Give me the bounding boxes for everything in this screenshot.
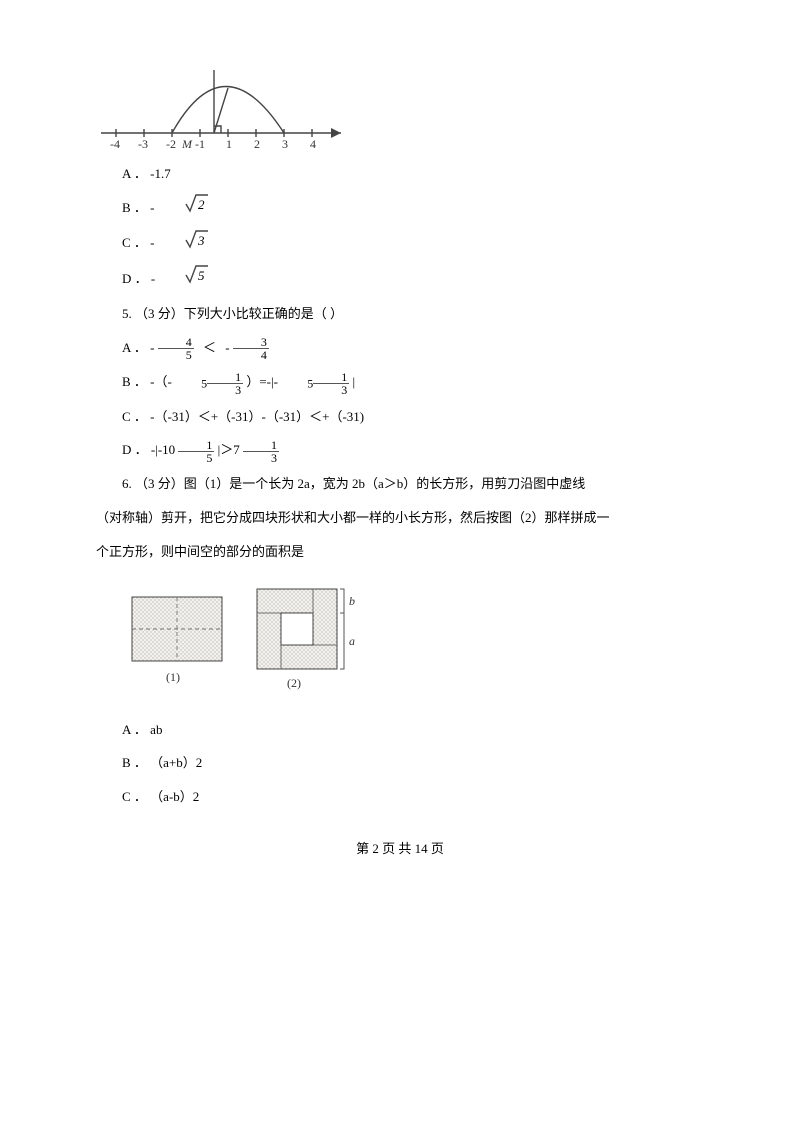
svg-text:5: 5 [198,268,205,283]
option-text: -1.7 [150,166,171,181]
option-prefix: - [150,235,158,250]
option-label: C ． [122,409,147,424]
expr-mid: |＞7 [218,442,243,457]
q5-option-b: B ． -（- 513 ）=-|- 513 | [96,365,704,400]
sign-rhs: - [225,340,229,355]
option-text: -（-31）＜+（-31）-（-31）＜+（-31) [150,409,364,424]
q6-option-a: A ． ab [96,713,704,747]
svg-text:M: M [181,137,193,151]
svg-text:3: 3 [282,137,288,151]
option-text: （a+b）2 [150,755,202,770]
option-label: B ． [122,200,147,215]
option-label: C ． [122,789,147,804]
q6-prompt-line2: （对称轴）剪开，把它分成四块形状和大小都一样的小长方形，然后按图（2）那样拼成一 [96,501,704,535]
fraction-den: 5 [158,349,194,361]
q5-prompt: 5. （3 分）下列大小比较正确的是（ ） [96,297,704,331]
option-label: B ． [122,755,147,770]
expr-mid: ）=-|- [246,374,281,389]
option-prefix: - [150,200,158,215]
svg-text:(2): (2) [287,676,301,690]
option-label: D ． [122,271,148,286]
svg-text:1: 1 [226,137,232,151]
q5-option-a: A ． - 4 5 ＜ - 3 4 [96,331,704,365]
numberline-svg: -4 -3 -2 -1 M 1 2 3 4 [96,48,356,153]
fraction-den: 4 [233,349,269,361]
q4-option-a: A ． -1.7 [96,157,704,191]
sign-lhs: - [150,340,154,355]
option-label: A ． [122,166,147,181]
numberline-figure: -4 -3 -2 -1 M 1 2 3 4 [96,48,704,157]
fraction: 1 5 [178,439,214,464]
q5-option-c: C ． -（-31）＜+（-31）-（-31）＜+（-31) [96,400,704,434]
option-prefix: - [151,271,159,286]
fraction-num: 1 [243,439,279,452]
option-label: B ． [122,374,147,389]
expr-suffix: | [352,374,355,389]
fraction-den: 3 [313,384,349,396]
q6-option-b: B ． （a+b）2 [96,746,704,780]
q4-option-d: D ． - 5 [96,262,704,297]
svg-text:a: a [349,634,355,648]
svg-text:-3: -3 [138,137,148,151]
svg-text:-1: -1 [195,137,205,151]
svg-text:-4: -4 [110,137,120,151]
expr-prefix: -（- [150,374,175,389]
option-text: （a-b）2 [150,789,199,804]
mixed-number: 513 [175,366,243,400]
svg-text:b: b [349,594,355,608]
q6-diagram-svg: (1) b a (2) [122,579,382,699]
fraction-den: 5 [178,452,214,464]
sqrt-icon: 3 [158,227,210,262]
fraction: 1 3 [243,439,279,464]
fraction-den: 3 [207,384,243,396]
comparator: ＜ [203,340,216,355]
expr-prefix: -|-10 [151,442,179,457]
option-label: D ． [122,442,148,457]
fraction: 4 5 [158,336,194,361]
option-label: A ． [122,340,147,355]
q6-diagram: (1) b a (2) [122,579,704,703]
q4-option-c: C ． - 3 [96,226,704,261]
q6-option-c: C ． （a-b）2 [96,780,704,814]
fraction-num: 1 [178,439,214,452]
option-label: A ． [122,722,147,737]
mixed-number: 513 [281,366,349,400]
q4-option-b: B ． - 2 [96,191,704,226]
page-root: -4 -3 -2 -1 M 1 2 3 4 A ． -1.7 B ． - 2 [0,0,800,887]
fraction-den: 3 [243,452,279,464]
q6-prompt-line1: 6. （3 分）图（1）是一个长为 2a，宽为 2b（a＞b）的长方形，用剪刀沿… [96,467,704,501]
svg-text:-2: -2 [166,137,176,151]
svg-text:4: 4 [310,137,316,151]
svg-text:2: 2 [254,137,260,151]
sqrt-icon: 5 [158,262,210,297]
svg-text:3: 3 [197,233,205,248]
option-text: ab [150,722,162,737]
option-label: C ． [122,235,147,250]
q6-prompt-line3: 个正方形，则中间空的部分的面积是 [96,535,704,569]
page-footer: 第 2 页 共 14 页 [96,838,704,857]
q5-option-d: D ． -|-10 1 5 |＞7 1 3 [96,433,704,467]
svg-text:(1): (1) [166,670,180,684]
svg-text:2: 2 [198,197,205,212]
fraction: 3 4 [233,336,269,361]
sqrt-icon: 2 [158,191,210,226]
